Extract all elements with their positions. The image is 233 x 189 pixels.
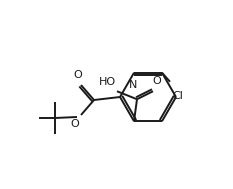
Text: O: O [71, 119, 79, 129]
Text: HO: HO [98, 77, 116, 87]
Text: Cl: Cl [172, 91, 183, 101]
Text: O: O [153, 76, 161, 86]
Text: O: O [74, 70, 82, 80]
Text: N: N [129, 80, 137, 90]
